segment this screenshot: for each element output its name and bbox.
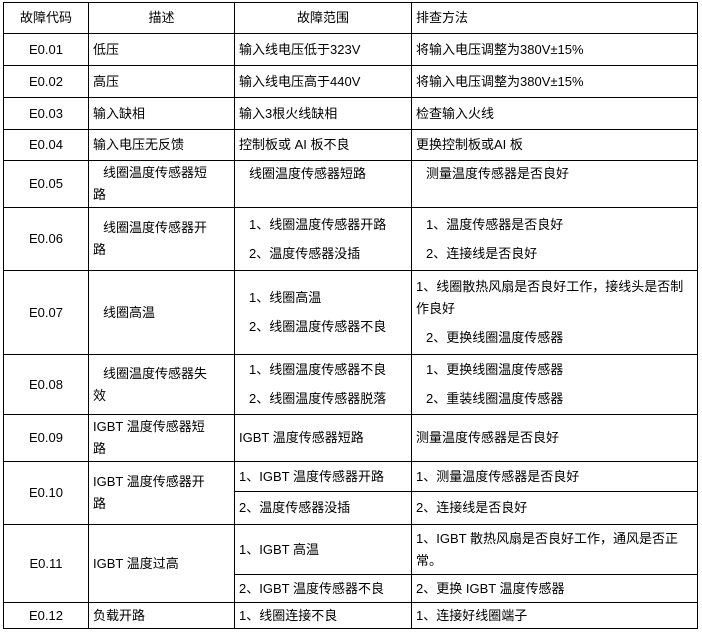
fault-code: E0.04 bbox=[3, 129, 89, 161]
table-row-e010-sub: 2、温度传感器没插 2、连接线是否良好 bbox=[4, 491, 698, 525]
fault-code: E0.09 bbox=[3, 414, 89, 462]
fault-description: 线圈温度传感器开路 bbox=[88, 207, 235, 271]
fault-range: 1、线圈温度传感器开路 2、温度传感器没插 bbox=[234, 207, 412, 271]
troubleshooting-method: 将输入电压调整为380V±15% bbox=[411, 65, 698, 98]
range-item: 2、线圈温度传感器脱落 bbox=[249, 391, 387, 406]
fault-range: 控制板或 AI 板不良 bbox=[234, 129, 412, 161]
fault-code: E0.03 bbox=[3, 97, 89, 130]
range-item: 1、线圈温度传感器不良 bbox=[249, 362, 387, 377]
table-row-e011-sub: 2、IGBT 温度传感器不良 2、更换 IGBT 温度传感器 bbox=[4, 574, 698, 603]
table-row-e001: E0.01 低压 输入线电压低于323V 将输入电压调整为380V±15% bbox=[3, 33, 698, 66]
fault-range: 1、线圈高温 2、线圈温度传感器不良 bbox=[234, 270, 412, 355]
header-fault-range: 故障范围 bbox=[234, 2, 412, 34]
table-header-row: 故障代码 描述 故障范围 排查方法 bbox=[3, 2, 698, 34]
fault-description: 负载开路 bbox=[88, 602, 235, 629]
fault-description: 线圈高温 bbox=[88, 270, 235, 355]
table-row-e008: E0.08 线圈温度传感器失效 1、线圈温度传感器不良 2、线圈温度传感器脱落 … bbox=[3, 354, 698, 415]
fault-range: 1、线圈温度传感器不良 2、线圈温度传感器脱落 bbox=[234, 354, 412, 415]
table-row-e005: E0.05 线圈温度传感器短路 线圈温度传感器短路 测量温度传感器是否良好 bbox=[3, 160, 698, 208]
table-row-e003: E0.03 输入缺相 输入3根火线缺相 检查输入火线 bbox=[3, 97, 698, 130]
fault-description: IGBT 温度过高 bbox=[88, 524, 235, 603]
troubleshooting-method: 测量温度传感器是否良好 bbox=[411, 160, 698, 208]
fault-code: E0.02 bbox=[3, 65, 89, 98]
fault-description: 线圈温度传感器短路 bbox=[88, 160, 235, 208]
fault-range: 输入线电压高于440V bbox=[234, 65, 412, 98]
fault-range: 输入3根火线缺相 bbox=[234, 97, 412, 130]
range-item: 2、线圈温度传感器不良 bbox=[249, 319, 387, 334]
table-row-e007: E0.07 线圈高温 1、线圈高温 2、线圈温度传感器不良 1、线圈散热风扇是否… bbox=[3, 270, 698, 355]
troubleshooting-method: 2、更换 IGBT 温度传感器 bbox=[411, 574, 698, 603]
fault-code: E0.08 bbox=[3, 354, 89, 415]
header-fault-code: 故障代码 bbox=[3, 2, 89, 34]
range-item: 2、温度传感器没插 bbox=[249, 245, 361, 261]
troubleshooting-method: 1、连接好线圈端子 bbox=[411, 602, 698, 629]
troubleshooting-method: 1、测量温度传感器是否良好 bbox=[411, 461, 698, 492]
method-item: 1、线圈散热风扇是否良好工作，接线头是否制作良好 bbox=[416, 279, 684, 316]
troubleshooting-method: 1、IGBT 散热风扇是否良好工作，通风是否正常。 bbox=[411, 524, 698, 575]
troubleshooting-method: 检查输入火线 bbox=[411, 97, 698, 130]
troubleshooting-method: 1、更换线圈温度传感器 2、重装线圈温度传感器 bbox=[411, 354, 698, 415]
fault-range: 1、IGBT 高温 bbox=[234, 524, 412, 575]
troubleshooting-method: 更换控制板或AI 板 bbox=[411, 129, 698, 161]
fault-code-table: 故障代码 描述 故障范围 排查方法 E0.01 低压 输入线电压低于323V 将… bbox=[3, 2, 698, 629]
method-item: 2、更换线圈温度传感器 bbox=[426, 330, 564, 345]
table-row-e006: E0.06 线圈温度传感器开路 1、线圈温度传感器开路 2、温度传感器没插 1、… bbox=[3, 207, 698, 271]
table-row-e012: E0.12 负载开路 1、线圈连接不良 1、连接好线圈端子 bbox=[3, 602, 698, 629]
table-row-e010: E0.10 IGBT 温度传感器开路 1、IGBT 温度传感器开路 1、测量温度… bbox=[3, 461, 698, 525]
fault-description: 输入缺相 bbox=[88, 97, 235, 130]
header-troubleshooting-method: 排查方法 bbox=[411, 2, 698, 34]
fault-description: 线圈温度传感器失效 bbox=[88, 354, 235, 415]
troubleshooting-method: 测量温度传感器是否良好 bbox=[411, 414, 698, 462]
troubleshooting-method: 将输入电压调整为380V±15% bbox=[411, 33, 698, 66]
fault-range: 2、温度传感器没插 bbox=[234, 491, 412, 525]
fault-description: 高压 bbox=[88, 65, 235, 98]
fault-range: 1、IGBT 温度传感器开路 bbox=[234, 461, 412, 492]
fault-range: IGBT 温度传感器短路 bbox=[234, 414, 412, 462]
fault-range: 输入线电压低于323V bbox=[234, 33, 412, 66]
method-item: 1、温度传感器是否良好 bbox=[426, 216, 564, 232]
fault-range: 1、线圈连接不良 bbox=[234, 602, 412, 629]
table-row-e009: E0.09 IGBT 温度传感器短路 IGBT 温度传感器短路 测量温度传感器是… bbox=[3, 414, 698, 462]
fault-description: IGBT 温度传感器短路 bbox=[88, 414, 235, 462]
troubleshooting-method: 1、温度传感器是否良好 2、连接线是否良好 bbox=[411, 207, 698, 271]
method-item: 2、连接线是否良好 bbox=[426, 245, 538, 261]
fault-code: E0.11 bbox=[3, 524, 89, 603]
troubleshooting-method: 2、连接线是否良好 bbox=[411, 491, 698, 525]
table-row-e004: E0.04 输入电压无反馈 控制板或 AI 板不良 更换控制板或AI 板 bbox=[3, 129, 698, 161]
fault-code: E0.06 bbox=[3, 207, 89, 271]
fault-range: 2、IGBT 温度传感器不良 bbox=[234, 574, 412, 603]
range-item: 1、线圈温度传感器开路 bbox=[249, 216, 387, 232]
fault-description: 输入电压无反馈 bbox=[88, 129, 235, 161]
fault-description: IGBT 温度传感器开路 bbox=[88, 461, 235, 525]
fault-description: 低压 bbox=[88, 33, 235, 66]
fault-code: E0.12 bbox=[3, 602, 89, 629]
fault-range: 线圈温度传感器短路 bbox=[234, 160, 412, 208]
method-item: 2、重装线圈温度传感器 bbox=[426, 391, 564, 406]
fault-code: E0.01 bbox=[3, 33, 89, 66]
method-item: 1、更换线圈温度传感器 bbox=[426, 362, 564, 377]
troubleshooting-method: 1、线圈散热风扇是否良好工作，接线头是否制作良好 2、更换线圈温度传感器 bbox=[411, 270, 698, 355]
fault-code: E0.05 bbox=[3, 160, 89, 208]
fault-code: E0.10 bbox=[3, 461, 89, 525]
range-item: 1、线圈高温 bbox=[249, 290, 322, 305]
table-row-e011: E0.11 IGBT 温度过高 1、IGBT 高温 1、IGBT 散热风扇是否良… bbox=[3, 524, 698, 603]
table-row-e002: E0.02 高压 输入线电压高于440V 将输入电压调整为380V±15% bbox=[3, 65, 698, 98]
fault-code: E0.07 bbox=[3, 270, 89, 355]
header-description: 描述 bbox=[88, 2, 235, 34]
